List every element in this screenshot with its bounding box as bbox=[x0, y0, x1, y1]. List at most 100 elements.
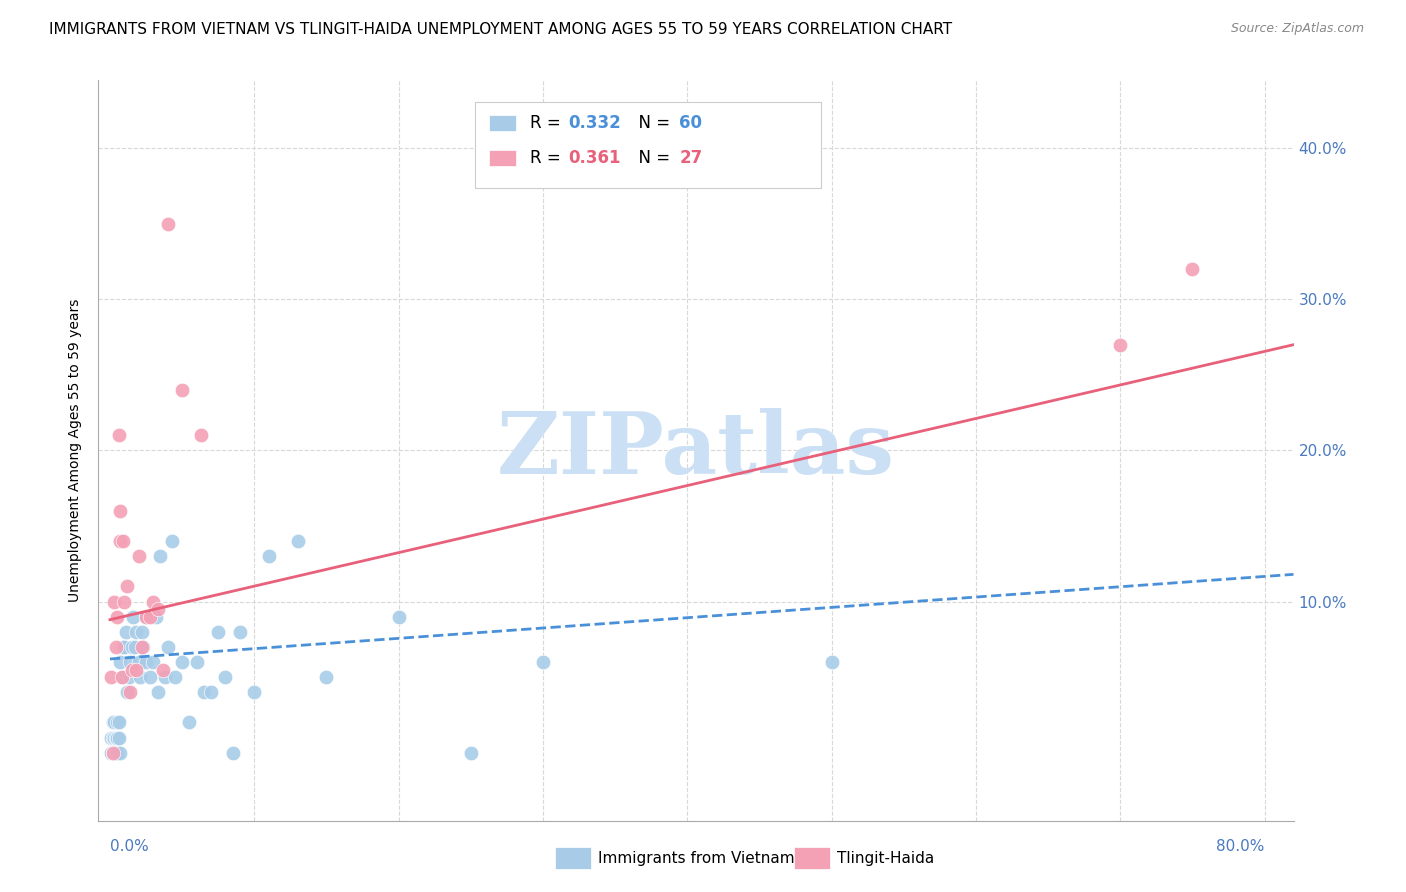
FancyBboxPatch shape bbox=[475, 103, 821, 187]
Point bbox=[145, 609, 167, 624]
Point bbox=[108, 746, 131, 760]
Point bbox=[179, 715, 201, 730]
Text: R =: R = bbox=[530, 114, 565, 132]
Point bbox=[105, 715, 128, 730]
Point bbox=[142, 655, 165, 669]
Point bbox=[112, 640, 135, 654]
Point bbox=[160, 534, 183, 549]
Text: Source: ZipAtlas.com: Source: ZipAtlas.com bbox=[1230, 22, 1364, 36]
Point bbox=[107, 731, 129, 745]
Point bbox=[243, 685, 266, 699]
Point bbox=[388, 609, 411, 624]
Point bbox=[100, 670, 122, 684]
Point bbox=[103, 594, 125, 608]
Point bbox=[105, 609, 128, 624]
Point bbox=[108, 534, 131, 549]
Point bbox=[131, 624, 153, 639]
Point bbox=[118, 670, 141, 684]
Point bbox=[124, 640, 146, 654]
Point bbox=[101, 746, 124, 760]
Point bbox=[149, 549, 172, 564]
Y-axis label: Unemployment Among Ages 55 to 59 years: Unemployment Among Ages 55 to 59 years bbox=[69, 299, 83, 602]
Point bbox=[186, 655, 208, 669]
Point bbox=[139, 609, 162, 624]
Point bbox=[200, 685, 222, 699]
Point bbox=[101, 746, 124, 760]
Point bbox=[110, 670, 132, 684]
Point bbox=[105, 746, 128, 760]
Point bbox=[531, 655, 554, 669]
Point bbox=[172, 383, 194, 397]
Point bbox=[153, 670, 176, 684]
Point bbox=[100, 746, 122, 760]
Text: 80.0%: 80.0% bbox=[1216, 838, 1264, 854]
Point bbox=[101, 731, 124, 745]
Point bbox=[103, 746, 125, 760]
Point bbox=[207, 624, 229, 639]
FancyBboxPatch shape bbox=[489, 115, 516, 131]
Text: 0.332: 0.332 bbox=[568, 114, 621, 132]
Point bbox=[117, 579, 139, 593]
Point bbox=[111, 640, 134, 654]
Text: N =: N = bbox=[628, 149, 675, 167]
Point bbox=[257, 549, 280, 564]
Point bbox=[107, 428, 129, 442]
Point bbox=[229, 624, 252, 639]
Point bbox=[120, 655, 142, 669]
Point bbox=[1181, 262, 1204, 277]
Point bbox=[146, 685, 169, 699]
Text: R =: R = bbox=[530, 149, 565, 167]
Point bbox=[131, 640, 153, 654]
Point bbox=[108, 504, 131, 518]
Point bbox=[135, 655, 157, 669]
FancyBboxPatch shape bbox=[489, 150, 516, 166]
Point bbox=[128, 655, 150, 669]
Point bbox=[156, 640, 179, 654]
Point bbox=[121, 663, 143, 677]
Point bbox=[163, 670, 186, 684]
Point bbox=[105, 731, 128, 745]
Point bbox=[117, 685, 139, 699]
Point bbox=[108, 655, 131, 669]
Point bbox=[190, 428, 212, 442]
Point bbox=[100, 731, 122, 745]
Text: Tlingit-Haida: Tlingit-Haida bbox=[837, 851, 934, 865]
Point bbox=[135, 609, 157, 624]
Text: Immigrants from Vietnam: Immigrants from Vietnam bbox=[598, 851, 794, 865]
Point bbox=[315, 670, 337, 684]
Point bbox=[112, 594, 135, 608]
Point bbox=[104, 640, 127, 654]
Point bbox=[460, 746, 482, 760]
Text: 60: 60 bbox=[679, 114, 702, 132]
Text: N =: N = bbox=[628, 114, 675, 132]
Point bbox=[156, 217, 179, 231]
Point bbox=[103, 715, 125, 730]
Point bbox=[132, 640, 155, 654]
Point bbox=[139, 670, 162, 684]
Point bbox=[115, 624, 138, 639]
Point bbox=[287, 534, 309, 549]
Text: 0.0%: 0.0% bbox=[110, 838, 149, 854]
Point bbox=[142, 594, 165, 608]
Point bbox=[125, 624, 148, 639]
Point bbox=[214, 670, 236, 684]
Point bbox=[104, 731, 127, 745]
Text: 27: 27 bbox=[679, 149, 703, 167]
Point bbox=[146, 602, 169, 616]
Text: ZIPatlas: ZIPatlas bbox=[496, 409, 896, 492]
Point bbox=[820, 655, 842, 669]
Point bbox=[107, 715, 129, 730]
Point bbox=[101, 715, 124, 730]
Point bbox=[172, 655, 194, 669]
Point bbox=[103, 731, 125, 745]
Point bbox=[221, 746, 243, 760]
Point bbox=[104, 746, 127, 760]
Point bbox=[122, 609, 145, 624]
Point bbox=[193, 685, 215, 699]
Point bbox=[152, 663, 174, 677]
Point bbox=[110, 670, 132, 684]
Point bbox=[125, 663, 148, 677]
Text: IMMIGRANTS FROM VIETNAM VS TLINGIT-HAIDA UNEMPLOYMENT AMONG AGES 55 TO 59 YEARS : IMMIGRANTS FROM VIETNAM VS TLINGIT-HAIDA… bbox=[49, 22, 952, 37]
Point bbox=[129, 670, 152, 684]
Point bbox=[135, 609, 157, 624]
